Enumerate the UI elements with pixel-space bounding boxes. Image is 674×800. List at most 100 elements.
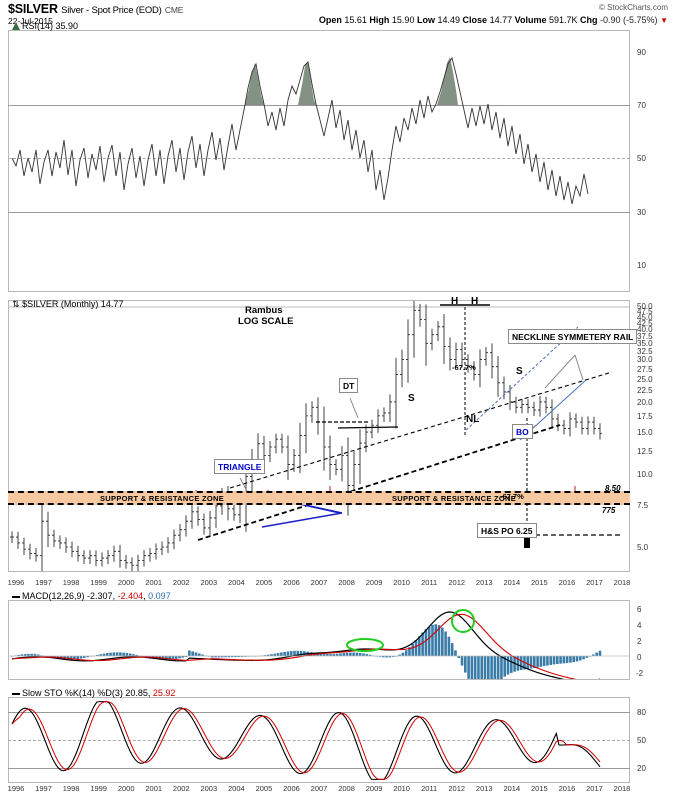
sto-panel-label: Slow STO %K(14) %D(3) 20.85, 25.92 xyxy=(12,688,175,698)
sto-year-label-1997: 1997 xyxy=(35,784,52,793)
price-year-label-2011: 2011 xyxy=(421,578,438,587)
chg-value: -0.90 (-5.75%) xyxy=(600,15,658,25)
price-axis-tick-12-5: 12.5 xyxy=(637,447,653,457)
sto-year-label-2011: 2011 xyxy=(421,784,438,793)
rsi-axis-tick-50: 50 xyxy=(637,154,646,163)
price-axis-tick-25-0: 25.0 xyxy=(637,374,653,384)
sto-year-label-2018: 2018 xyxy=(613,784,631,793)
rsi-axis-tick-10: 10 xyxy=(637,261,646,270)
macd-hist-value: 0.097 xyxy=(148,591,171,601)
volume-label: Volume xyxy=(514,15,547,25)
sto-axis-tick-20: 20 xyxy=(637,764,646,773)
sto-xaxis-years: 1996 1997 1998 1999 2000 2001 2002 2003 2004 2005… xyxy=(0,784,674,798)
price-year-label-2015: 2015 xyxy=(531,578,548,587)
high-value: 15.90 xyxy=(391,15,415,25)
symbol-exchange: CME xyxy=(164,5,184,15)
macd-panel-label: MACD(12,26,9) -2.307, -2.404, 0.097 xyxy=(12,591,171,601)
volume-value: 591.7K xyxy=(548,15,578,25)
head-label-1: H xyxy=(451,296,459,307)
symbol-ticker: $SILVER xyxy=(8,2,58,16)
price-objective-callout: H&S PO 6.25 xyxy=(477,523,537,538)
sto-year-label-2003: 2003 xyxy=(200,784,218,793)
rsi-axis-tick-70: 70 xyxy=(637,101,646,110)
chg-label: Chg xyxy=(580,15,598,25)
macd-plot-area xyxy=(8,600,630,680)
price-panel-label: ⇅ $SILVER (Monthly) 14.77 xyxy=(12,299,123,310)
open-label: Open xyxy=(318,15,342,25)
triangle-callout: TRIANGLE xyxy=(214,459,266,474)
rsi-oversold-line xyxy=(8,212,630,213)
rsi-axis-tick-30: 30 xyxy=(637,208,646,217)
macd-axis-tick-6: 6 xyxy=(637,605,642,614)
zone-bottom-price-tag: 775 xyxy=(602,506,616,515)
shoulder-left-label: S xyxy=(408,393,415,404)
price-axis-tick-15-0: 15.0 xyxy=(637,428,653,437)
sto-year-label-2005: 2005 xyxy=(255,784,273,793)
price-year-label-2006: 2006 xyxy=(283,578,300,587)
sto-axis-tick-50: 50 xyxy=(637,736,646,745)
sto-year-label-2016: 2016 xyxy=(558,784,576,793)
sto-year-label-2012: 2012 xyxy=(448,784,466,793)
quote-summary: Open 15.61 High 15.90 Low 14.49 Close 14… xyxy=(319,15,668,25)
sto-year-label-1996: 1996 xyxy=(7,784,25,793)
macd-axis-tick-neg2: -2 xyxy=(636,669,644,678)
watermark-rambus: Rambus xyxy=(245,305,283,316)
price-axis-tick-22-5: 22.5 xyxy=(637,385,653,395)
sto-year-label-2006: 2006 xyxy=(283,784,300,793)
macd-axis-tick-4: 4 xyxy=(637,621,642,630)
rsi-label-text: RSI(14) 35.90 xyxy=(22,21,79,31)
price-axis-tick-20-0: 20.0 xyxy=(637,397,653,407)
decline-pct-label-2: -67.7% xyxy=(500,492,524,501)
price-axis-tick-42-5: 42.5 xyxy=(637,319,653,328)
low-value: 14.49 xyxy=(437,15,461,25)
close-label: Close xyxy=(462,15,488,25)
quote-date: 22-Jul-2015 xyxy=(8,16,53,26)
rsi-plot-area xyxy=(8,30,630,292)
open-value: 15.61 xyxy=(344,15,367,25)
macd-legend-icon xyxy=(12,595,20,598)
sto-year-label-2004: 2004 xyxy=(228,784,245,793)
rsi-indicator-icon xyxy=(12,22,20,30)
rsi-midline xyxy=(8,158,630,159)
sto-year-label-1999: 1999 xyxy=(90,784,107,793)
sto-year-label-2001: 2001 xyxy=(145,784,163,793)
macd-signal-value: -2.404 xyxy=(117,591,144,601)
neckline-label: NL xyxy=(466,414,480,425)
close-value: 14.77 xyxy=(489,15,513,25)
macd-value: -2.307 xyxy=(87,591,113,601)
macd-axis-tick-0: 0 xyxy=(637,653,642,662)
symbol-title: $SILVER Silver - Spot Price (EOD) CME xyxy=(8,2,183,16)
sto-axis-tick-80: 80 xyxy=(637,708,646,717)
sto-d-value: 25.92 xyxy=(152,688,176,698)
price-xaxis-years: 1996 1997 1998 1999 2000 2001 2002 2003 2004 2005… xyxy=(0,578,674,592)
neckline-symmetry-rail-callout: NECKLINE SYMMETERY RAIL xyxy=(508,329,638,344)
chevron-down-icon[interactable]: ▼ xyxy=(660,16,668,25)
price-axis-tick-37-5: 37.5 xyxy=(637,332,653,342)
support-zone-label-left: SUPPORT & RESISTANCE ZONE xyxy=(100,494,225,503)
sto-overbought-line xyxy=(8,712,630,713)
price-year-label-2008: 2008 xyxy=(338,578,355,587)
support-zone-label-right: SUPPORT & RESISTANCE ZONE xyxy=(392,494,517,503)
price-axis-tick-7-5: 7.5 xyxy=(637,500,649,510)
chart-header: $SILVER Silver - Spot Price (EOD) CME 22… xyxy=(0,0,674,30)
price-year-label-1996: 1996 xyxy=(7,578,25,587)
sto-year-label-2014: 2014 xyxy=(503,784,521,793)
rsi-panel-label: RSI(14) 35.90 xyxy=(12,21,78,31)
sto-year-label-2010: 2010 xyxy=(393,784,410,793)
price-year-label-2004: 2004 xyxy=(228,578,245,587)
high-label: High xyxy=(369,15,390,25)
low-label: Low xyxy=(416,15,435,25)
zone-top-price-tag: 8.50 xyxy=(605,484,621,493)
price-axis-tick-47-5: 47.5 xyxy=(637,307,653,317)
price-label-text: $SILVER (Monthly) 14.77 xyxy=(22,299,124,309)
price-axis-tick-5-0: 5.0 xyxy=(637,543,649,552)
breakout-callout: BO xyxy=(512,424,533,439)
price-year-label-2005: 2005 xyxy=(255,578,273,587)
price-year-label-2012: 2012 xyxy=(448,578,466,587)
price-year-label-2014: 2014 xyxy=(503,578,521,587)
sto-midline xyxy=(8,740,630,741)
double-top-callout: DT xyxy=(339,378,359,393)
sto-name: Slow STO %K(14) %D(3) 20.85, xyxy=(22,688,151,698)
price-year-label-2009: 2009 xyxy=(365,578,383,587)
